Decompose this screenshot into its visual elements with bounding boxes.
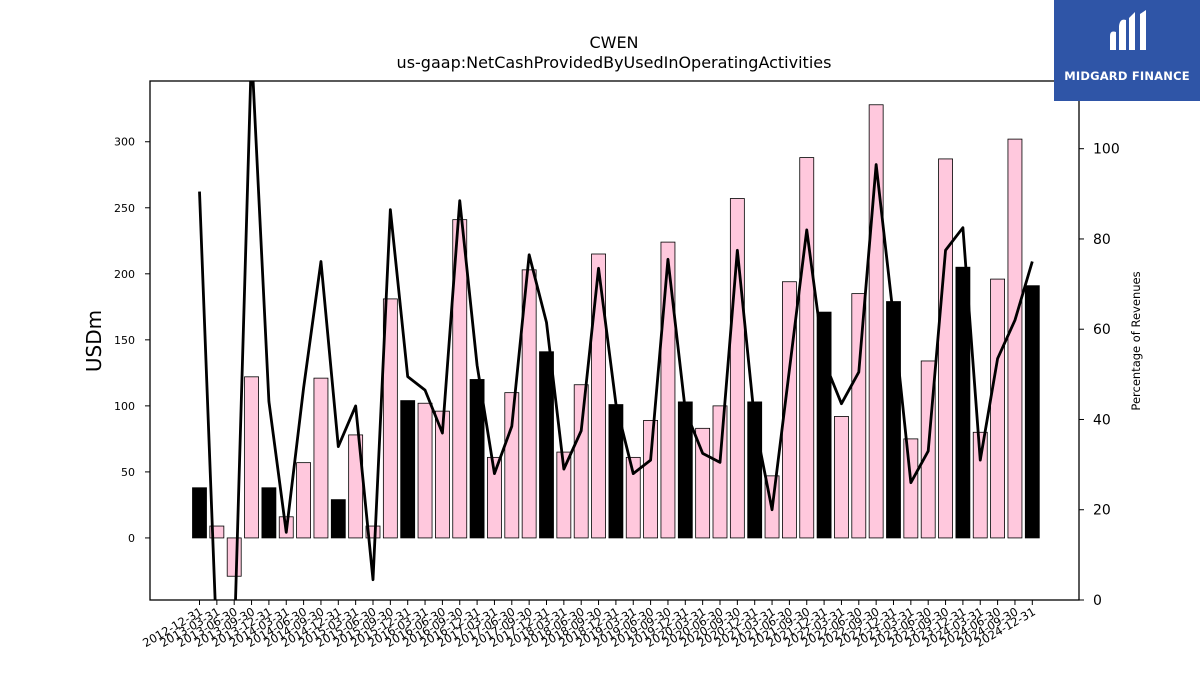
y2-tick-label: 20	[1093, 503, 1111, 519]
y2-tick-label: 40	[1093, 412, 1111, 428]
bar-2024-12-31	[1024, 285, 1040, 539]
y-tick-label: 50	[121, 466, 135, 479]
bar-2013-03-31	[209, 525, 225, 539]
y-tick-label: 250	[114, 202, 135, 215]
y2-tick-label: 100	[1093, 142, 1120, 158]
bar-2014-12-31	[330, 499, 346, 539]
bar-2015-09-30	[382, 298, 398, 539]
bar-2016-12-31	[469, 379, 485, 539]
bar-2017-06-30	[504, 392, 520, 539]
bar-2021-12-31	[816, 311, 832, 539]
chart-subtitle: us-gaap:NetCashProvidedByUsedInOperating…	[397, 53, 832, 72]
bar-2017-12-31	[539, 351, 554, 539]
y-tick-label: 300	[114, 136, 135, 149]
y-axis-right: 0 20 40 60 80 100	[1079, 142, 1120, 609]
bar-2018-03-31	[556, 451, 572, 539]
y2-tick-label: 80	[1093, 232, 1111, 248]
bar-2013-09-30	[244, 376, 259, 539]
bar-2012-12-31	[192, 487, 207, 539]
y-axis-left: 0 50 100 150 200 250 300	[114, 136, 150, 545]
bar-2024-06-30	[990, 278, 1005, 539]
bar-2014-09-30	[313, 377, 329, 539]
y2-axis-label: Percentage of Revenues	[1129, 271, 1143, 410]
bar-2016-03-31	[417, 402, 433, 539]
bar-2023-12-31	[955, 266, 971, 539]
bar-2020-06-30	[712, 405, 728, 539]
midgard-logo-icon	[1110, 10, 1146, 50]
y-tick-label: 100	[114, 400, 135, 413]
bar-2015-12-31	[400, 400, 416, 539]
bar-2017-03-31	[487, 456, 502, 539]
bar-2018-09-30	[591, 253, 606, 539]
line-layer	[198, 81, 1034, 600]
bar-2018-06-30	[573, 384, 589, 539]
y2-tick-label: 60	[1093, 322, 1111, 338]
bar-2023-03-31	[903, 438, 919, 539]
bar-2013-12-31	[261, 487, 277, 539]
bar-2019-03-31	[625, 456, 641, 539]
bars-layer	[192, 104, 1040, 577]
logo: MIDGARD FINANCE	[1054, 0, 1200, 101]
y-axis-label: USDm	[82, 310, 106, 372]
y-tick-label: 150	[114, 334, 135, 347]
bar-2021-09-30	[799, 157, 815, 539]
bar-2022-03-31	[834, 416, 849, 539]
x-axis: 2012-12-312013-03-312013-06-302013-09-30…	[140, 600, 1038, 650]
bar-2017-09-30	[521, 269, 537, 539]
chart-title: CWEN	[589, 33, 638, 52]
y-tick-label: 0	[128, 532, 135, 545]
bar-2023-09-30	[938, 158, 953, 539]
bar-2019-09-30	[660, 241, 676, 539]
bar-2022-06-30	[851, 293, 867, 539]
plot-frame	[149, 80, 1080, 601]
bar-2024-09-30	[1007, 138, 1023, 539]
bar-2019-06-30	[643, 419, 658, 539]
y2-tick-label: 0	[1093, 593, 1102, 609]
line-series	[198, 81, 1034, 600]
y-tick-label: 200	[114, 268, 135, 281]
logo-text: MIDGARD FINANCE	[1064, 69, 1190, 83]
bar-2022-12-31	[886, 301, 901, 539]
bar-2015-06-30	[365, 525, 381, 539]
bar-2014-06-30	[296, 462, 312, 539]
bar-2024-03-31	[972, 431, 988, 539]
bar-2016-06-30	[434, 410, 450, 539]
bar-2013-06-30	[226, 537, 242, 577]
bar-2016-09-30	[452, 219, 468, 539]
